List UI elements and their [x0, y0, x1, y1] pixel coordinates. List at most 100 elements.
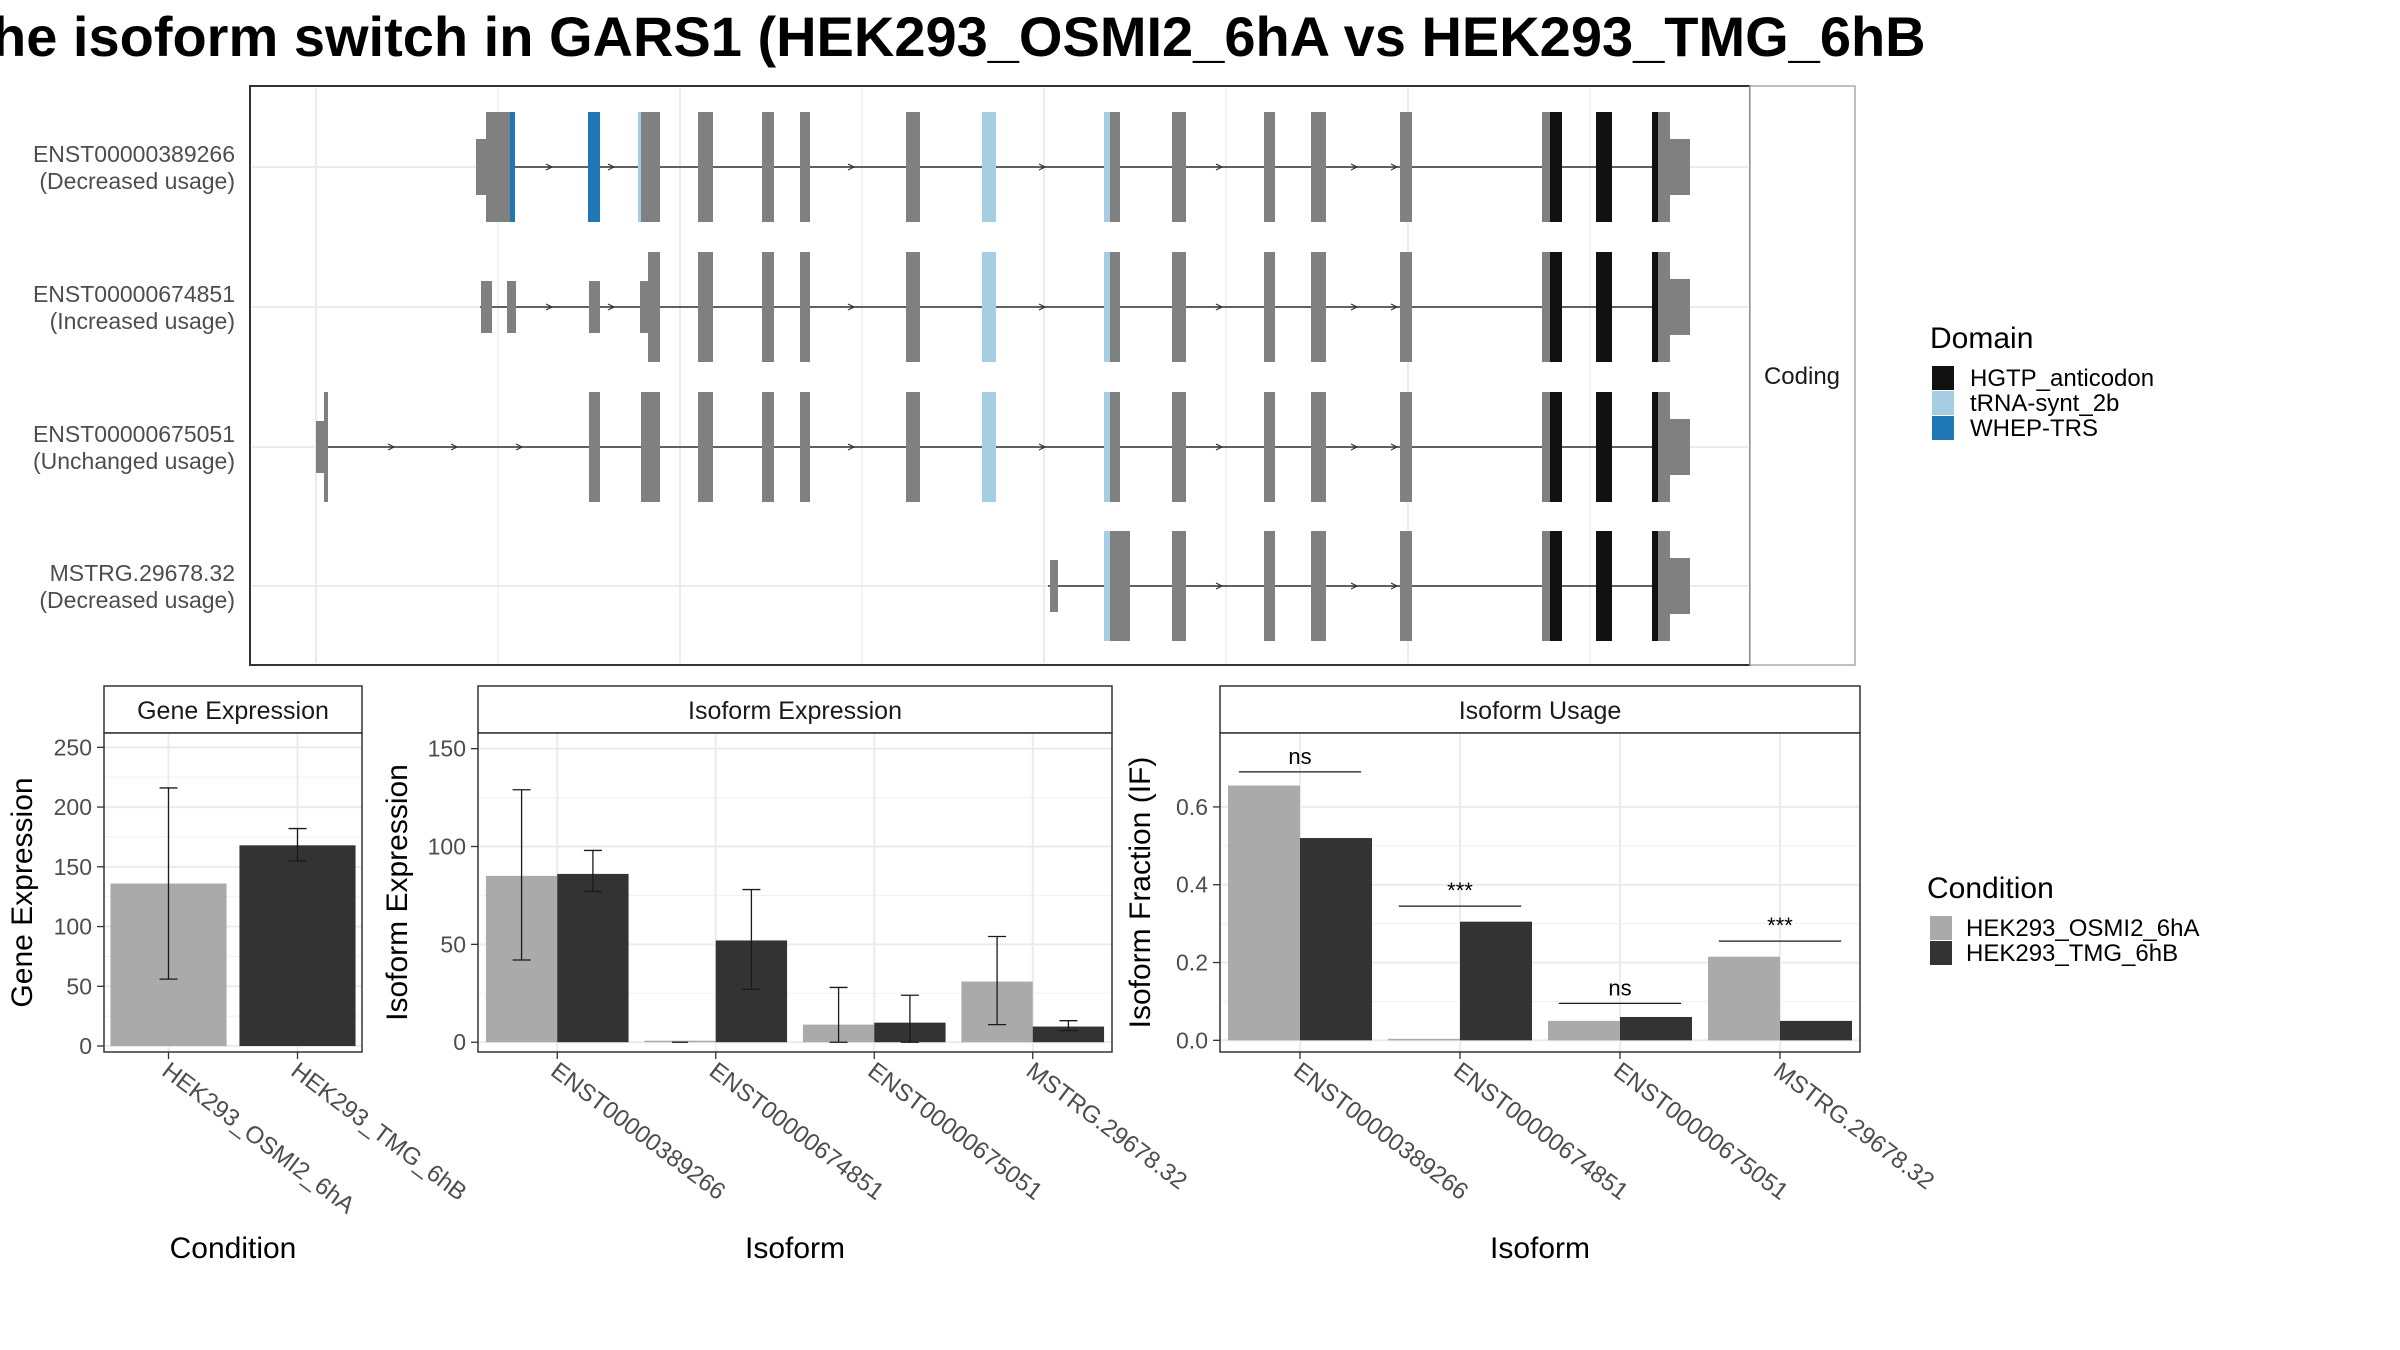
bar: [1388, 1038, 1460, 1041]
exon: [507, 281, 516, 333]
exon: [1311, 531, 1326, 641]
exon: [1172, 531, 1186, 641]
x-tick-label: ENST00000389266: [546, 1057, 731, 1205]
exon: [1400, 112, 1412, 222]
exon: [1400, 531, 1412, 641]
exon: [1550, 531, 1562, 641]
exon: [1542, 392, 1550, 502]
exon: [800, 392, 810, 502]
intron-arrow: [1215, 443, 1224, 451]
exon: [1652, 252, 1658, 362]
plot-frame: [1219, 732, 1861, 1053]
exon: [1542, 252, 1550, 362]
bar: [1228, 785, 1300, 1041]
intron-arrow: [1215, 303, 1224, 311]
exon: [1668, 419, 1690, 475]
y-tick-label: 150: [54, 854, 92, 880]
exon: [510, 112, 515, 222]
intron-arrow: [847, 303, 856, 311]
intron-arrow: [847, 443, 856, 451]
y-tick-label: 150: [428, 736, 466, 762]
transcript-row: [480, 252, 1690, 362]
bar: [1620, 1016, 1692, 1041]
intron-arrow: [1390, 582, 1399, 590]
plot-frame: [477, 732, 1113, 1053]
exon: [1542, 531, 1550, 641]
y-tick-label: 100: [428, 834, 466, 860]
transcript-usage-label: (Unchanged usage): [33, 448, 235, 474]
exon: [762, 112, 774, 222]
exon: [1110, 252, 1120, 362]
exon: [638, 112, 642, 222]
exon: [1596, 531, 1612, 641]
transcript-id-label: ENST00000675051: [33, 421, 235, 447]
intron-arrow: [1215, 163, 1224, 171]
intron-arrow: [1215, 582, 1224, 590]
exon: [982, 252, 996, 362]
domain-legend: Domain HGTP_anticodontRNA-synt_2bWHEP-TR…: [1930, 322, 2154, 442]
intron-arrow: [1390, 443, 1399, 451]
intron-arrow: [387, 443, 396, 451]
intron-arrow: [1350, 303, 1359, 311]
exon: [906, 252, 920, 362]
exon: [698, 112, 713, 222]
y-tick-label: 50: [66, 973, 92, 999]
intron-arrow: [515, 443, 524, 451]
exon: [698, 392, 713, 502]
intron-arrow: [1390, 163, 1399, 171]
exon: [800, 252, 810, 362]
intron-arrow: [1350, 582, 1359, 590]
exon: [1311, 252, 1326, 362]
panel-title: Gene Expression: [137, 697, 329, 725]
exon: [589, 281, 600, 333]
exon: [762, 252, 774, 362]
exon: [640, 281, 650, 333]
x-tick-label: ENST00000674851: [704, 1057, 889, 1205]
exon: [1668, 558, 1690, 614]
intron-arrow: [1038, 303, 1047, 311]
transcript-row: [1048, 531, 1690, 641]
exon: [1596, 252, 1612, 362]
x-tick-label: ENST00000675051: [1608, 1057, 1793, 1205]
exon: [1596, 392, 1612, 502]
exon: [1658, 112, 1670, 222]
exon: [1668, 279, 1690, 335]
exon: [698, 252, 713, 362]
exon: [1550, 112, 1562, 222]
transcript-usage-label: (Decreased usage): [39, 587, 235, 613]
x-tick-label: ENST00000389266: [1288, 1057, 1473, 1205]
bar-panel: Isoform Usage ns *** ns *** 0.0 0.2 0.4 0.6 ENST0…: [1124, 685, 1939, 1265]
exon: [648, 252, 660, 362]
panel-title: Isoform Usage: [1459, 697, 1622, 725]
exon: [800, 112, 810, 222]
transcript-id-label: MSTRG.29678.32: [50, 560, 235, 586]
bar: [1300, 838, 1372, 1041]
exon: [641, 112, 660, 222]
y-tick-label: 0: [79, 1033, 92, 1059]
bar: [644, 1040, 716, 1043]
condition-legend-label: HEK293_OSMI2_6hA: [1966, 915, 2199, 942]
domain-legend-title: Domain: [1930, 322, 2033, 355]
bar: [1548, 1020, 1620, 1041]
exon: [1652, 531, 1658, 641]
condition-legend-label: HEK293_TMG_6hB: [1966, 940, 2178, 967]
exon: [1110, 112, 1120, 222]
exon: [982, 112, 996, 222]
exon: [906, 112, 920, 222]
exon: [1550, 252, 1562, 362]
x-axis-title: Isoform: [1490, 1232, 1590, 1265]
y-tick-label: 0: [453, 1029, 466, 1055]
exon: [1264, 531, 1275, 641]
transcript-id-label: ENST00000674851: [33, 281, 235, 307]
significance-label: ns: [1608, 975, 1631, 1000]
exon: [1104, 531, 1110, 641]
structure-facet-strip: [1749, 85, 1856, 666]
transcript-id-label: ENST00000389266: [33, 141, 235, 167]
exon: [1658, 531, 1670, 641]
exon: [1264, 392, 1275, 502]
intron-arrow: [545, 303, 554, 311]
x-axis-title: Isoform: [745, 1232, 845, 1265]
exon: [1311, 112, 1326, 222]
exon: [641, 392, 660, 502]
exon: [1104, 392, 1110, 502]
